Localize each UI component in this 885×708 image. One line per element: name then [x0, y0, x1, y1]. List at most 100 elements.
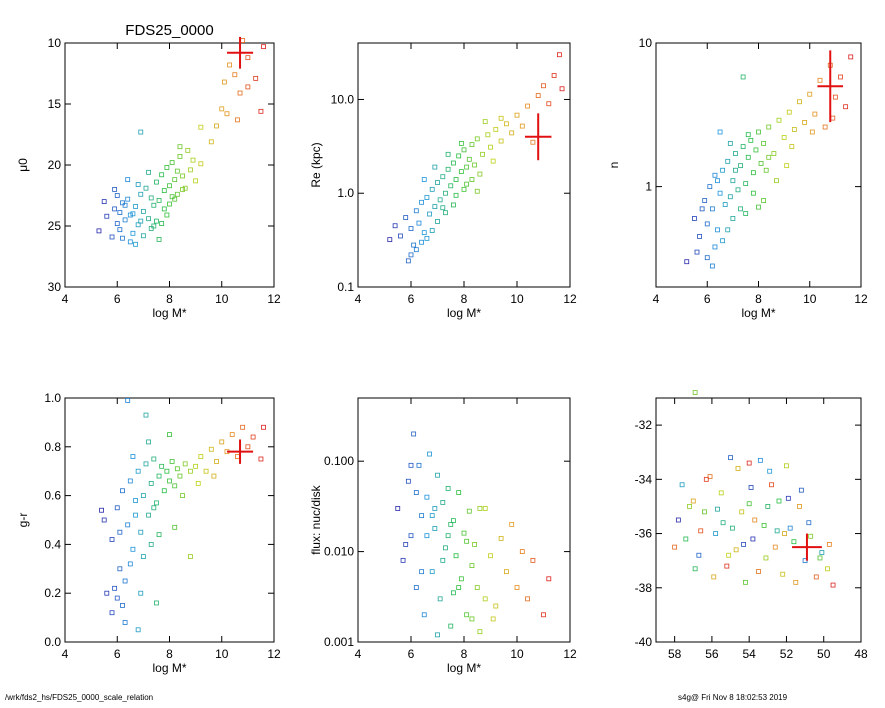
data-point: [707, 474, 713, 480]
data-point: [720, 238, 726, 244]
data-point: [480, 151, 485, 157]
data-point: [786, 109, 792, 115]
data-point: [387, 237, 393, 243]
data-point: [464, 612, 470, 618]
data-point: [704, 221, 710, 227]
data-point: [696, 552, 702, 558]
x-tick-label: 12: [563, 647, 577, 661]
data-point: [466, 508, 472, 514]
data-point: [482, 119, 488, 125]
data-point: [733, 151, 738, 156]
data-point: [813, 574, 819, 580]
data-point: [450, 590, 456, 596]
data-point: [101, 199, 107, 205]
data-point: [133, 512, 138, 518]
data-point: [684, 259, 690, 265]
data-point: [421, 230, 427, 236]
data-point: [429, 513, 435, 519]
data-point: [159, 463, 165, 469]
data-point: [96, 228, 102, 234]
y-tick-label: -36: [635, 527, 653, 541]
y-tick-label: 1.0: [44, 391, 61, 405]
x-axis-label: log M*: [152, 306, 186, 320]
data-point: [687, 504, 692, 509]
data-point: [180, 493, 185, 499]
x-tick-label: 6: [408, 647, 415, 661]
data-point: [812, 111, 818, 117]
x-tick-label: 12: [563, 292, 577, 306]
data-point: [743, 211, 749, 216]
x-tick-label: 10: [803, 292, 817, 306]
data-point: [122, 217, 128, 223]
x-axis-label: log M*: [741, 306, 775, 320]
data-point: [109, 537, 115, 542]
data-point: [461, 147, 467, 153]
data-point: [432, 526, 438, 531]
data-point: [172, 196, 178, 202]
data-point: [133, 498, 138, 503]
data-point: [127, 239, 133, 245]
data-point: [408, 252, 414, 258]
data-point: [488, 553, 493, 559]
y-tick-label: 25: [48, 219, 62, 233]
data-point: [448, 183, 454, 189]
data-point: [435, 219, 440, 224]
data-point: [559, 86, 565, 92]
data-point: [174, 191, 180, 197]
data-point: [698, 528, 704, 534]
data-point: [177, 144, 183, 150]
data-point: [551, 73, 557, 78]
plot-frame: [64, 397, 275, 643]
data-point: [509, 521, 515, 527]
data-point: [117, 529, 123, 535]
data-point: [493, 603, 499, 609]
data-point: [712, 244, 718, 250]
data-point: [758, 161, 764, 166]
data-point: [421, 177, 427, 182]
data-point: [715, 506, 720, 512]
data-point: [445, 486, 451, 491]
y-tick-label: 0.1: [337, 280, 354, 294]
data-point: [237, 90, 243, 96]
data-point: [408, 462, 414, 468]
x-tick-label: 12: [854, 292, 868, 306]
chart-title: FDS25_0000: [125, 22, 213, 39]
data-point: [104, 590, 110, 596]
x-tick-label: 8: [461, 292, 468, 306]
data-point: [146, 216, 152, 222]
data-point: [135, 222, 141, 228]
x-tick-label: 10: [215, 647, 229, 661]
data-point: [765, 504, 771, 509]
data-point: [498, 535, 504, 541]
data-point: [474, 188, 480, 194]
data-point: [395, 506, 401, 511]
data-point: [702, 198, 708, 203]
data-point: [750, 536, 756, 542]
data-point: [169, 194, 175, 200]
data-point: [826, 542, 832, 547]
data-point: [450, 202, 456, 208]
data-point: [392, 223, 398, 229]
data-point: [453, 192, 459, 198]
data-point: [739, 509, 745, 515]
data-point: [405, 478, 411, 484]
data-point: [427, 211, 432, 217]
data-point: [456, 585, 462, 590]
data-point: [198, 454, 204, 459]
data-point: [135, 182, 141, 187]
data-point: [474, 136, 480, 142]
data-point: [127, 561, 133, 567]
data-point: [161, 188, 167, 194]
data-point: [240, 38, 246, 43]
data-point: [445, 166, 451, 172]
data-point: [789, 144, 795, 149]
plot-frame: [357, 42, 571, 288]
data-point: [416, 220, 422, 226]
data-point: [120, 235, 125, 241]
data-point: [458, 169, 464, 175]
data-point: [715, 227, 720, 233]
data-point: [440, 500, 446, 505]
data-point: [112, 206, 118, 212]
data-point: [461, 186, 467, 192]
data-point: [763, 167, 769, 173]
